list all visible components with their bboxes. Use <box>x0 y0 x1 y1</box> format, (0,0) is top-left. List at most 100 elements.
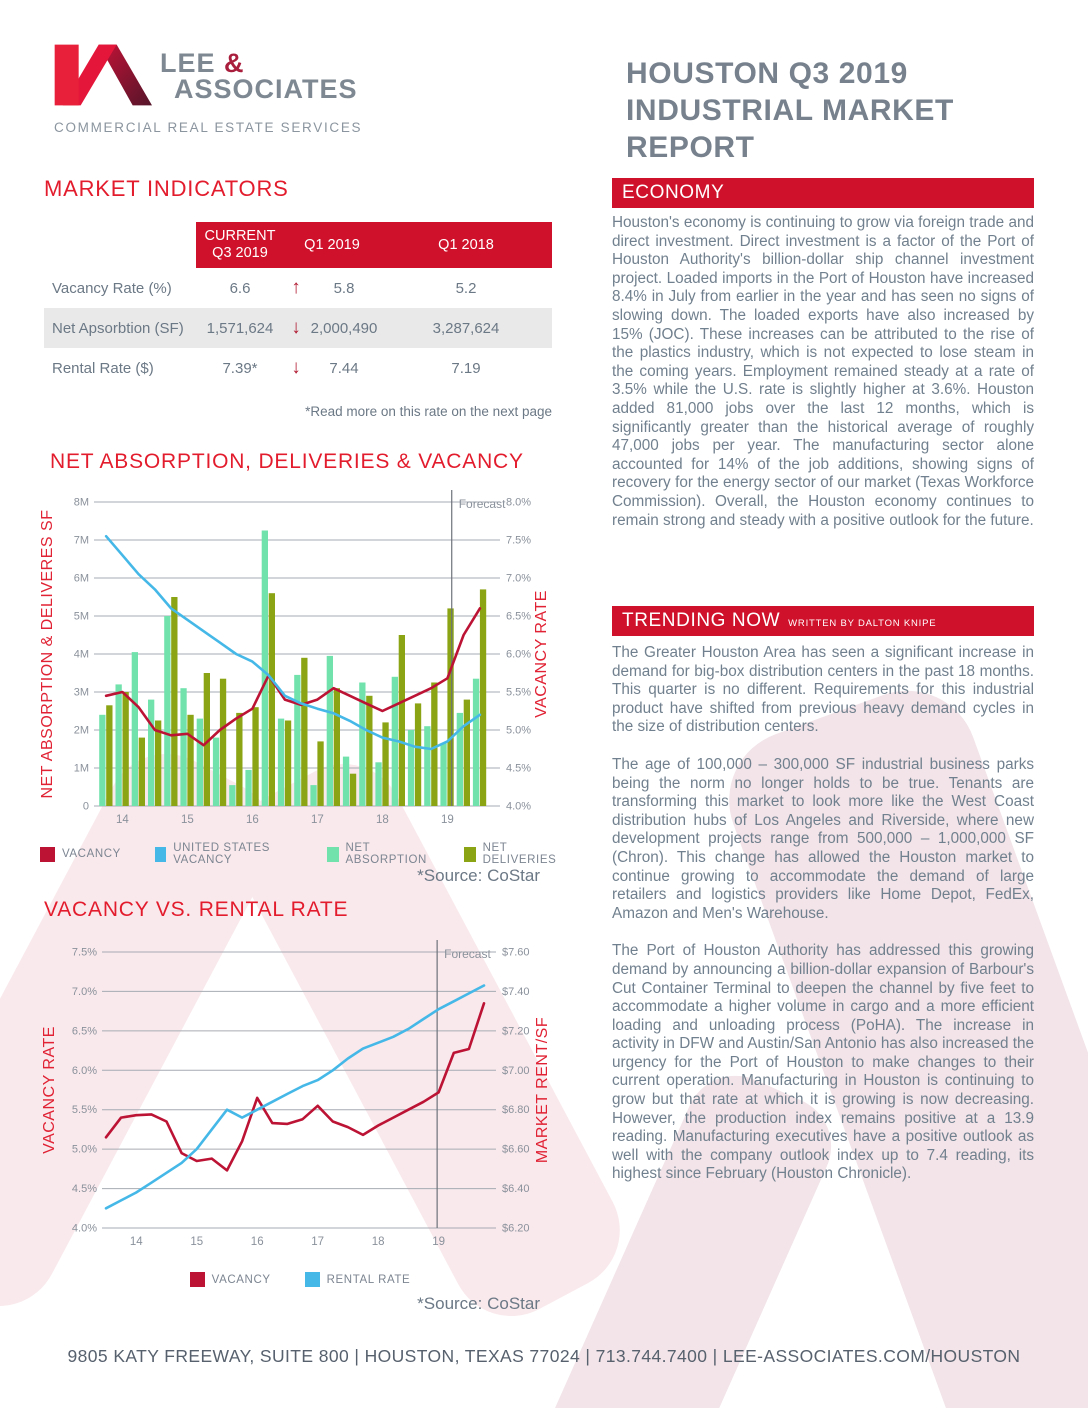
market-indicators-heading: MARKET INDICATORS <box>44 176 289 201</box>
economy-heading: ECONOMY <box>622 182 725 203</box>
svg-text:6.5%: 6.5% <box>72 1025 97 1037</box>
legend-item: NET DELIVERIES <box>464 842 560 866</box>
net-absorption-deliveries-vacancy-chart: 0 1M 2M 3M 4M 5M 6M 7M 8M 4.0% 4.5% 5.0% 5.5% 6.0% 6.5… <box>40 490 550 826</box>
logo-name-line1: LEE & <box>160 48 245 78</box>
svg-text:6.5%: 6.5% <box>506 611 531 623</box>
column-header-q1-2019: Q1 2019 <box>304 236 360 253</box>
legend-label: VACANCY <box>211 1273 271 1286</box>
down-arrow-icon: ↓ <box>291 317 301 338</box>
trending-byline: WRITTEN BY DALTON KNIPE <box>788 618 937 629</box>
svg-text:15: 15 <box>190 1236 203 1248</box>
svg-text:6.0%: 6.0% <box>72 1065 97 1077</box>
table-row: Rental Rate ($) 7.39* ↓ 7.44 7.19 <box>44 348 552 388</box>
logo-ampersand: & <box>224 48 245 78</box>
market-indicators-rows: Vacancy Rate (%) 6.6 ↑ 5.8 5.2 Net Apsorbtion… <box>44 268 552 388</box>
left-axis-label: VACANCY RATE <box>41 1026 58 1154</box>
up-arrow-icon: ↑ <box>291 277 301 298</box>
svg-text:1M: 1M <box>74 763 89 775</box>
legend-swatch <box>154 846 167 862</box>
report-title: HOUSTON Q3 2019 INDUSTRIAL MARKET REPORT <box>626 55 1034 166</box>
svg-text:8.0%: 8.0% <box>506 497 531 509</box>
logo-tagline: COMMERCIAL REAL ESTATE SERVICES <box>54 120 363 135</box>
svg-text:14: 14 <box>116 814 129 826</box>
column-header-q1-2018: Q1 2018 <box>438 236 494 253</box>
right-axis-label: MARKET RENT/SF <box>534 1017 551 1163</box>
legend-item: VACANCY <box>40 842 121 866</box>
report-title-line2: INDUSTRIAL MARKET REPORT <box>626 94 954 164</box>
gridlines: 4.0% 4.5% 5.0% 5.5% 6.0% 6.5% 7.0% 7.5% $6.20 $6.… <box>72 947 530 1235</box>
svg-text:7M: 7M <box>74 535 89 547</box>
lee-associates-logo-mark-icon <box>54 44 152 106</box>
value-current: 6.6 <box>229 279 251 297</box>
row-label: Vacancy Rate (%) <box>52 279 172 297</box>
row-label: Rental Rate ($) <box>52 359 154 377</box>
market-indicators-table: CURRENT Q3 2019 Q1 2019 Q1 2018 Vacancy … <box>44 222 552 388</box>
vacancy-vs-rental-rate-chart: 4.0% 4.5% 5.0% 5.5% 6.0% 6.5% 7.0% 7.5% $6.20 $6.… <box>41 940 551 1248</box>
value-q1-2018: 3,287,624 <box>432 319 500 337</box>
legend-swatch <box>326 846 339 862</box>
left-column: LEE & ASSOCIATES COMMERCIAL REAL ESTATE … <box>40 0 562 1408</box>
legend-label: RENTAL RATE <box>326 1273 411 1286</box>
svg-text:5.0%: 5.0% <box>506 725 531 737</box>
down-arrow-icon: ↓ <box>291 357 301 378</box>
legend-label: NET DELIVERIES <box>482 842 557 866</box>
svg-text:17: 17 <box>311 1236 324 1248</box>
svg-text:$7.00: $7.00 <box>502 1065 530 1077</box>
svg-text:0: 0 <box>83 801 89 813</box>
market-indicators-header: CURRENT Q3 2019 Q1 2019 Q1 2018 <box>196 222 552 268</box>
report-title-line1: HOUSTON Q3 2019 <box>626 57 908 90</box>
chart2-source: *Source: CoStar <box>417 1294 540 1313</box>
chart1-legend: VACANCY UNITED STATES VACANCY NET ABSORPTI… <box>40 842 560 866</box>
svg-text:$7.20: $7.20 <box>502 1025 530 1037</box>
svg-text:6M: 6M <box>74 573 89 585</box>
svg-text:5.0%: 5.0% <box>72 1144 97 1156</box>
forecast-label: Forecast <box>444 947 491 961</box>
svg-text:8M: 8M <box>74 497 89 509</box>
logo-name-line2: ASSOCIATES <box>174 74 358 104</box>
value-current: 1,571,624 <box>206 319 274 337</box>
svg-text:$6.60: $6.60 <box>502 1144 530 1156</box>
svg-text:19: 19 <box>441 814 454 826</box>
legend-label: VACANCY <box>62 848 121 860</box>
lines <box>104 984 486 1210</box>
row-label: Net Apsorbtion (SF) <box>52 319 184 337</box>
trending-text: The Greater Houston Area has seen a sign… <box>612 644 1034 1203</box>
forecast-label: Forecast <box>459 497 506 511</box>
trending-paragraph: The Greater Houston Area has seen a sign… <box>612 644 1034 736</box>
lines <box>104 534 482 751</box>
svg-text:7.5%: 7.5% <box>506 535 531 547</box>
trending-paragraph: The Port of Houston Authority has addres… <box>612 942 1034 1183</box>
svg-text:6.0%: 6.0% <box>506 649 531 661</box>
legend-swatch <box>304 1272 320 1287</box>
trending-heading: TRENDING NOW <box>622 610 781 631</box>
svg-text:$7.40: $7.40 <box>502 986 530 998</box>
svg-text:4.5%: 4.5% <box>72 1183 97 1195</box>
column-header-current: CURRENT Q3 2019 <box>204 228 276 261</box>
legend-swatch <box>40 846 55 862</box>
lee-associates-logo-text: LEE & ASSOCIATES <box>160 42 358 104</box>
legend-item: VACANCY <box>189 1272 271 1287</box>
trending-section-header: TRENDING NOW WRITTEN BY DALTON KNIPE <box>612 606 1034 636</box>
legend-swatch <box>464 846 476 862</box>
svg-text:5.5%: 5.5% <box>72 1104 97 1116</box>
value-q1-2019: 7.44 <box>329 359 359 377</box>
left-axis-label: NET ABSORPTION & DELIVERES SF <box>40 510 56 799</box>
right-axis-label: VACANCY RATE <box>533 590 550 718</box>
svg-text:4M: 4M <box>74 649 89 661</box>
right-column: HOUSTON Q3 2019 INDUSTRIAL MARKET REPORT… <box>612 0 1034 1408</box>
value-q1-2019: 2,000,490 <box>310 319 378 337</box>
legend-item: NET ABSORPTION <box>326 842 430 866</box>
legend-label: UNITED STATES VACANCY <box>173 842 271 866</box>
value-current: 7.39* <box>222 359 258 377</box>
svg-text:16: 16 <box>246 814 259 826</box>
trending-paragraph: The age of 100,000 – 300,000 SF industri… <box>612 755 1034 922</box>
svg-text:7.0%: 7.0% <box>506 573 531 585</box>
legend-item: RENTAL RATE <box>304 1272 411 1287</box>
lee-associates-logo: LEE & ASSOCIATES <box>52 42 358 108</box>
value-q1-2019: 5.8 <box>333 279 355 297</box>
chart2-legend: VACANCY RENTAL RATE <box>40 1272 560 1287</box>
svg-text:$6.40: $6.40 <box>502 1183 530 1195</box>
bars <box>99 530 487 806</box>
chart2-heading: VACANCY VS. RENTAL RATE <box>44 898 349 921</box>
